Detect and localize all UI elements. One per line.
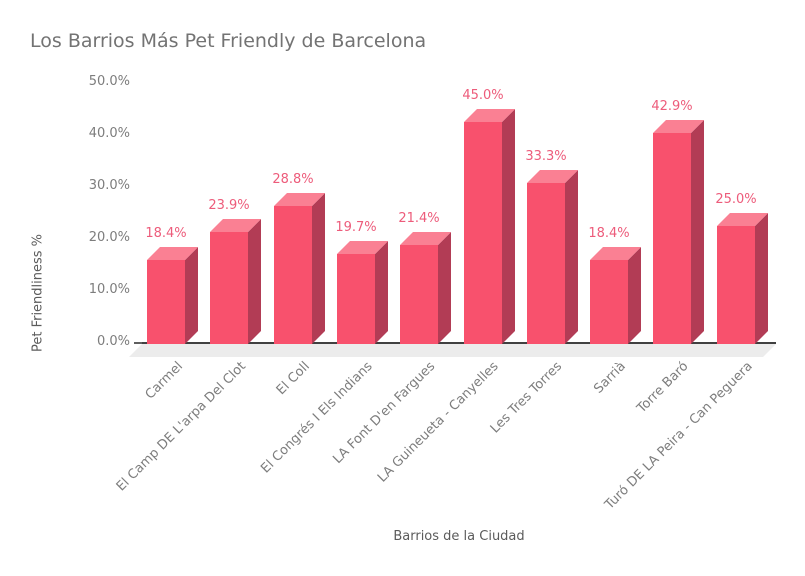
y-tick-label: 10.0% [88, 282, 130, 297]
bar-side-face [375, 241, 388, 344]
bar-front-face [653, 133, 691, 344]
bar-0[interactable]: 18.4% [145, 226, 198, 344]
bar-front-face [147, 260, 185, 344]
x-axis-line [142, 342, 776, 344]
x-category-label: LA Guineueta - Canyelles [375, 359, 502, 486]
bar-side-face [565, 170, 578, 344]
bar-5[interactable]: 45.0% [462, 88, 515, 344]
bar-front-face [717, 226, 755, 344]
bar-2[interactable]: 28.8% [272, 172, 325, 344]
bar-top-face [147, 247, 198, 260]
bar-side-face [691, 120, 704, 344]
bar-front-face [210, 232, 248, 344]
bar-front-face [274, 206, 312, 344]
bar-value-label: 23.9% [208, 198, 250, 213]
bar-value-label: 19.7% [335, 220, 377, 235]
bar-top-face [653, 120, 704, 133]
bar-side-face [185, 247, 198, 344]
bar-value-label: 33.3% [525, 149, 567, 164]
x-category-label: Torre Baró [634, 359, 692, 417]
bar-value-label: 18.4% [588, 226, 630, 241]
bar-4[interactable]: 21.4% [398, 211, 451, 344]
x-category-label: El Coll [273, 359, 313, 399]
bar-3[interactable]: 19.7% [335, 220, 388, 344]
y-axis-zero-tick [134, 342, 142, 344]
bar-top-face [337, 241, 388, 254]
y-tick-label: 20.0% [88, 230, 130, 245]
bar-9[interactable]: 25.0% [715, 192, 768, 344]
bar-8[interactable]: 42.9% [651, 99, 704, 344]
x-category-label: LA Font D'en Fargues [330, 359, 439, 467]
bar-1[interactable]: 23.9% [208, 198, 261, 344]
bar-front-face [400, 245, 438, 344]
y-axis-title: Pet Friendliness % [30, 233, 46, 353]
x-axis-title: Barrios de la Ciudad [393, 529, 525, 544]
bar-front-face [527, 183, 565, 344]
x-category-label: El Congrés I Els Indians [258, 359, 376, 477]
bar-value-label: 21.4% [398, 211, 440, 226]
bar-side-face [312, 193, 325, 344]
bar-front-face [464, 122, 502, 344]
bar-front-face [337, 254, 375, 344]
bar-7[interactable]: 18.4% [588, 226, 641, 344]
bar-value-label: 25.0% [715, 192, 757, 207]
bar-side-face [628, 247, 641, 344]
bar-top-face [717, 213, 768, 226]
bar-top-face [210, 219, 261, 232]
bar-side-face [502, 109, 515, 344]
y-tick-label: 40.0% [88, 126, 130, 141]
x-category-label: Sarrià [590, 359, 629, 397]
bar-6[interactable]: 33.3% [525, 149, 578, 344]
bar-top-face [590, 247, 641, 260]
bar-value-label: 28.8% [272, 172, 314, 187]
bar-side-face [755, 213, 768, 344]
bar-top-face [464, 109, 515, 122]
bar-side-face [438, 232, 451, 344]
bar-value-label: 18.4% [145, 226, 187, 241]
chart-title: Los Barrios Más Pet Friendly de Barcelon… [30, 30, 427, 52]
bar-value-label: 42.9% [651, 99, 693, 114]
y-tick-label: 0.0% [96, 334, 130, 349]
bar-front-face [590, 260, 628, 344]
y-tick-label: 50.0% [88, 74, 130, 89]
bar-value-label: 45.0% [462, 88, 504, 103]
axis-3d-floor [129, 344, 776, 357]
x-category-label: Carmel [142, 359, 186, 403]
bar-side-face [248, 219, 261, 344]
bar-top-face [527, 170, 578, 183]
bar-top-face [274, 193, 325, 206]
x-category-label: El Camp DE L'arpa Del Clot [113, 359, 249, 495]
y-tick-label: 30.0% [88, 178, 130, 193]
bar-top-face [400, 232, 451, 245]
